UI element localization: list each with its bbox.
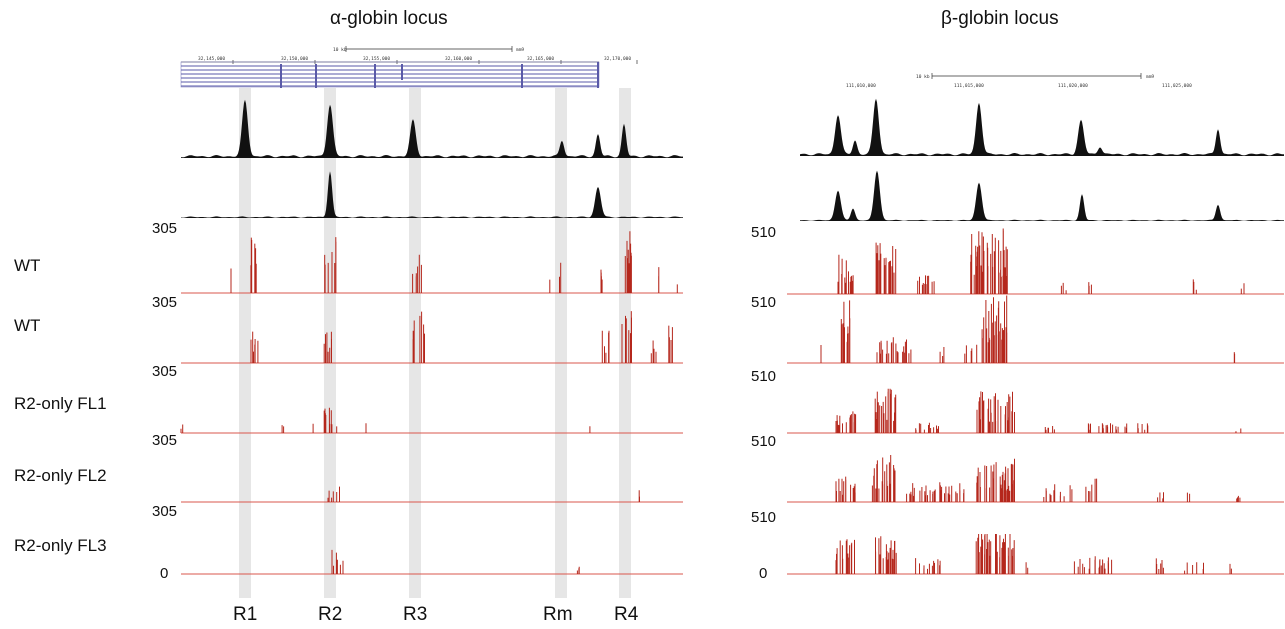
- alpha-scale-min: 0: [160, 565, 169, 582]
- beta-capture-track-wt-2: [787, 295, 1284, 364]
- beta-signal-track-1: [800, 98, 1284, 156]
- alpha-capture-track-wt-2: [181, 311, 683, 364]
- beta-ruler: 10 kb mm9 111,010,000 111,015,000 111,02…: [846, 73, 1192, 89]
- beta-signal-track-2: [800, 170, 1284, 221]
- beta-capture-track-r2-only-fl2: [787, 455, 1284, 503]
- alpha-ruler: 10 kb mm9 32,145,000 32,150,000 32,155,0…: [181, 46, 638, 64]
- alpha-scale-max: 305: [152, 432, 178, 449]
- alpha-signal-track-1: [181, 99, 683, 158]
- alpha-scalebar-label: 10 kb: [333, 47, 347, 53]
- highlight-r1: [239, 88, 251, 598]
- region-label-r2: R2: [318, 604, 343, 625]
- beta-scale-max: 510: [751, 224, 777, 241]
- alpha-scale-max: 305: [152, 363, 178, 380]
- beta-scale-max: 510: [751, 509, 777, 526]
- beta-scale-max: 510: [751, 368, 777, 385]
- alpha-scale-max: 305: [152, 220, 178, 237]
- alpha-tick-label: 32,145,000: [198, 56, 225, 62]
- beta-capture-track-r2-only-fl1: [787, 388, 1284, 434]
- beta-scale-min: 0: [759, 565, 768, 582]
- beta-scale-max: 510: [751, 294, 777, 311]
- alpha-capture-track-r2-only-fl3: [181, 549, 683, 575]
- row-label-r2-only-fl3: R2-only FL3: [14, 536, 107, 555]
- beta-scalebar-label: 10 kb: [916, 74, 930, 80]
- beta-scale-max: 510: [751, 433, 777, 450]
- row-label-wt-1: WT: [14, 256, 41, 275]
- capture-tracks: [180, 228, 1284, 575]
- alpha-tick-label: 32,150,000: [281, 56, 308, 62]
- beta-tick-label: 111,020,000: [1058, 83, 1088, 89]
- row-label-r2-only-fl2: R2-only FL2: [14, 466, 107, 485]
- region-label-r4: R4: [614, 604, 639, 625]
- alpha-panel-title: α-globin locus: [330, 8, 448, 29]
- region-label-rm: Rm: [543, 604, 573, 625]
- alpha-scale-max: 305: [152, 503, 178, 520]
- alpha-tick-label: 32,160,000: [445, 56, 472, 62]
- highlight-rm: [555, 88, 567, 598]
- alpha-capture-track-r2-only-fl2: [181, 486, 683, 503]
- beta-tick-label: 111,015,000: [954, 83, 984, 89]
- region-label-r1: R1: [233, 604, 258, 625]
- beta-tick-label: 111,025,000: [1162, 83, 1192, 89]
- alpha-capture-track-r2-only-fl1: [180, 407, 683, 434]
- alpha-tick-label: 32,165,000: [527, 56, 554, 62]
- row-label-r2-only-fl1: R2-only FL1: [14, 394, 107, 413]
- alpha-signal-track-2: [181, 171, 683, 218]
- highlight-r3: [409, 88, 421, 598]
- beta-capture-track-wt-1: [787, 228, 1284, 295]
- beta-tick-label: 111,010,000: [846, 83, 876, 89]
- beta-panel-title: β-globin locus: [941, 8, 1059, 29]
- alpha-assembly-label: mm9: [516, 47, 524, 53]
- beta-capture-track-r2-only-fl3: [787, 534, 1284, 575]
- alpha-tick-label: 32,170,000: [604, 56, 631, 62]
- alpha-scale-max: 305: [152, 294, 178, 311]
- region-label-r3: R3: [403, 604, 428, 625]
- alpha-capture-track-wt-1: [181, 231, 683, 294]
- beta-assembly-label: mm9: [1146, 74, 1154, 80]
- alpha-gene-annotation: [180, 61, 600, 88]
- signal-tracks: [181, 98, 1284, 221]
- row-label-wt-2: WT: [14, 316, 41, 335]
- alpha-tick-label: 32,155,000: [363, 56, 390, 62]
